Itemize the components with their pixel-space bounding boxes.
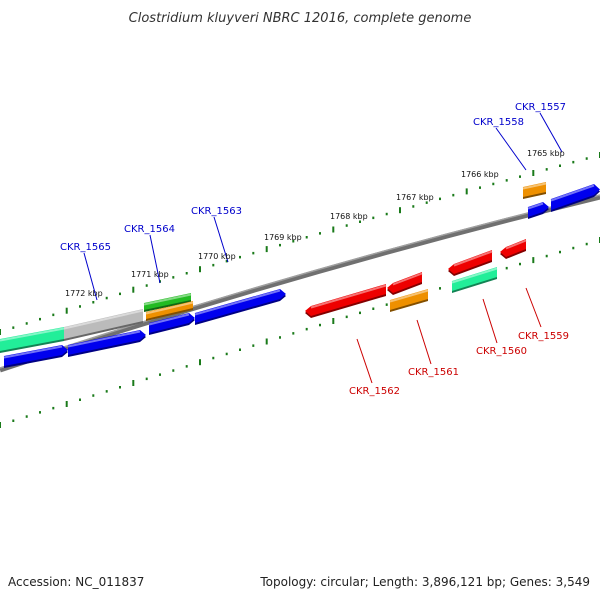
leader-ckr-1560 [482, 298, 498, 344]
gene-arrow-red-2-highlight [392, 272, 423, 286]
gene-block-mint-1-body [0, 327, 64, 351]
leader-ckr-1557 [539, 112, 563, 153]
scale-label-1766: 1766 kbp [461, 170, 499, 179]
gene-arrow-red-1-highlight [310, 284, 387, 309]
gene-label-ckr-1565[interactable]: CKR_1565 [60, 242, 111, 253]
gene-label-ckr-1562[interactable]: CKR_1562 [349, 386, 400, 397]
gene-arrow-red-1[interactable] [305, 284, 387, 318]
gene-block-green-1-highlight [143, 293, 192, 306]
scale-label-1765: 1765 kbp [527, 149, 565, 158]
gene-arrow-red-3-highlight [453, 250, 493, 267]
gene-arrow-blue-5-highlight [527, 202, 544, 210]
gene-block-orange-3[interactable] [389, 289, 429, 312]
gene-arrow-red-3[interactable] [448, 250, 493, 276]
gene-block-green-1[interactable] [143, 293, 192, 312]
scale-label-1771: 1771 kbp [131, 270, 169, 279]
scale-label-1770: 1770 kbp [198, 252, 236, 261]
gene-arrow-blue-3[interactable] [148, 313, 195, 335]
gene-block-mint-2-highlight [451, 267, 498, 284]
gene-arrow-blue-4[interactable] [194, 289, 286, 325]
gene-arrow-red-2[interactable] [387, 272, 423, 295]
gene-block-orange-1[interactable] [145, 301, 194, 321]
gene-block-mint-1-highlight [0, 327, 65, 342]
gene-arrow-blue-3-highlight [148, 313, 190, 326]
scale-label-1767: 1767 kbp [396, 193, 434, 202]
gene-arrow-blue-4-body [195, 289, 286, 323]
gene-arrow-red-4-highlight [505, 239, 527, 250]
gene-label-ckr-1564[interactable]: CKR_1564 [124, 224, 175, 235]
leader-ckr-1565 [83, 252, 98, 301]
gene-arrow-blue-2[interactable] [67, 330, 146, 357]
gene-arrow-blue-6-highlight [550, 184, 595, 202]
gene-arrow-red-4[interactable] [500, 239, 527, 259]
gene-arrow-blue-6-body [551, 184, 600, 210]
gene-label-ckr-1557[interactable]: CKR_1557 [515, 102, 566, 113]
gene-block-orange-3-highlight [389, 289, 429, 303]
leader-ckr-1563 [213, 216, 229, 263]
gene-label-ckr-1559[interactable]: CKR_1559 [518, 331, 569, 342]
gene-arrow-blue-5[interactable] [527, 202, 549, 219]
leader-ckr-1562 [356, 338, 373, 384]
scale-label-1769: 1769 kbp [264, 233, 302, 242]
gene-arrow-blue-4-highlight [194, 289, 281, 316]
gene-arrow-blue-1[interactable] [3, 345, 68, 368]
gene-track [0, 182, 600, 368]
gene-arrow-blue-6[interactable] [550, 184, 600, 212]
gene-arrow-blue-2-body [68, 330, 146, 355]
genome-title: Clostridium kluyveri NBRC 12016, complet… [129, 11, 472, 26]
leader-ckr-1564 [149, 234, 161, 284]
genome-backbone-highlight [0, 194, 600, 369]
leader-ckr-1558 [495, 127, 527, 171]
gene-block-grey-1-highlight [63, 309, 144, 330]
gene-arrow-blue-1-highlight [3, 345, 63, 359]
accession-text: Accession: NC_011837 [8, 575, 144, 589]
gene-block-orange-2-highlight [522, 182, 547, 190]
leader-ckr-1561 [416, 319, 432, 365]
gene-block-orange-1-highlight [145, 301, 194, 315]
gene-block-mint-2[interactable] [451, 267, 498, 293]
genome-summary-text: Topology: circular; Length: 3,896,121 bp… [259, 575, 590, 589]
gene-arrow-blue-2-highlight [67, 330, 141, 348]
label-leaders [83, 112, 563, 384]
gene-block-grey-1[interactable] [63, 309, 144, 341]
gene-block-mint-1[interactable] [0, 327, 65, 353]
gene-label-ckr-1558[interactable]: CKR_1558 [473, 117, 524, 128]
gene-block-grey-1-body [64, 309, 143, 339]
gene-label-ckr-1560[interactable]: CKR_1560 [476, 346, 527, 357]
gene-label-ckr-1563[interactable]: CKR_1563 [191, 206, 242, 217]
gene-label-ckr-1561[interactable]: CKR_1561 [408, 367, 459, 378]
gene-block-orange-2[interactable] [522, 182, 547, 199]
leader-ckr-1559 [525, 287, 542, 328]
scale-label-1772: 1772 kbp [65, 289, 103, 298]
scale-label-1768: 1768 kbp [330, 212, 368, 221]
gene-arrow-blue-3-body [149, 313, 195, 333]
gene-arrow-blue-1-body [4, 345, 68, 366]
